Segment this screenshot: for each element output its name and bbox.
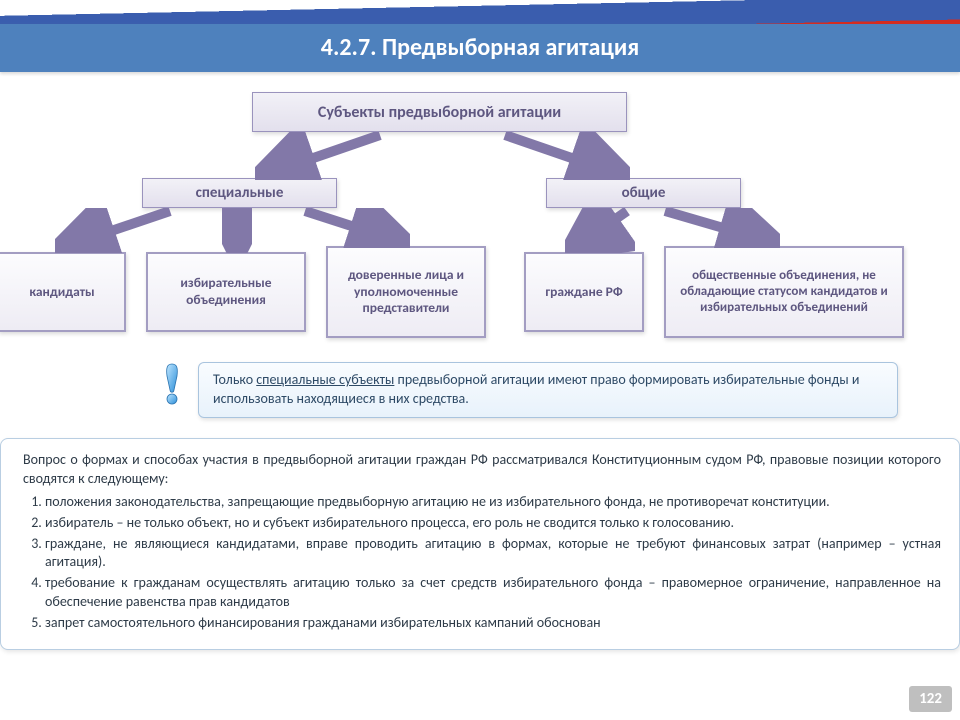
leaf-reps: доверенные лица и уполномоченные предста… [326,246,486,338]
info-item-1: положения законодательства, запрещающие … [45,493,941,512]
info-list: положения законодательства, запрещающие … [23,493,941,633]
page-number: 122 [909,686,952,712]
info-item-4: требование к гражданам осуществлять агит… [45,574,941,612]
leaf-assoc: избирательные объединения [146,252,306,332]
note-underlined: специальные субъекты [256,371,394,388]
node-common: общие [546,178,741,208]
arrow-special-assoc [222,208,252,253]
exclamation-icon [158,362,186,406]
arrow-special-cand [55,208,175,253]
arrow-common-pubassoc [660,208,780,248]
leaf-pubassoc: общественные объединения, не обладающие … [664,246,904,338]
leaf-citizens: граждане РФ [524,252,644,332]
arrow-common-citizens [565,208,635,253]
info-item-3: граждане, не являющиеся кандидатами, впр… [45,535,941,573]
info-intro: Вопрос о формах и способах участия в пре… [23,451,941,489]
info-item-5: запрет самостоятельного финансирования г… [45,614,941,633]
note-box: Только специальные субъекты предвыборной… [198,362,898,418]
page-title: 4.2.7. Предвыборная агитация [0,24,960,72]
node-root: Субъекты предвыборной агитации [252,92,627,132]
node-special: специальные [142,178,337,208]
info-box: Вопрос о формах и способах участия в пре… [0,438,960,650]
arrow-root-special [255,132,385,180]
arrow-special-reps [300,208,410,248]
leaf-candidates: кандидаты [0,252,126,332]
arrow-root-common [500,132,630,180]
diagram-canvas: Субъекты предвыборной агитации специальн… [0,80,960,720]
info-item-2: избиратель – не только объект, но и субъ… [45,514,941,533]
note-prefix: Только [213,371,256,388]
